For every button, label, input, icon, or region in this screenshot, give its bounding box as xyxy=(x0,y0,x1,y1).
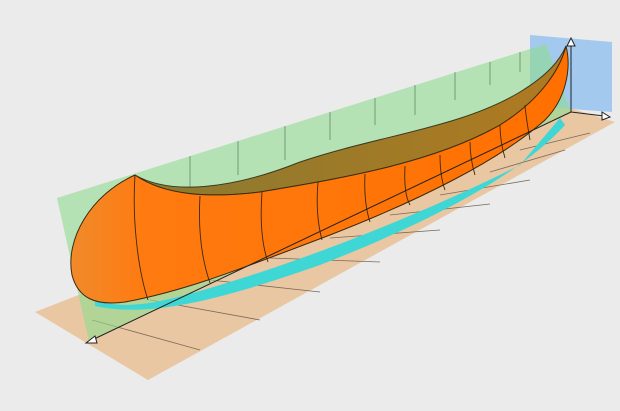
hull xyxy=(70,45,569,304)
axis-arrows xyxy=(84,36,612,344)
centre-plane-lines xyxy=(189,52,521,190)
ground-plane xyxy=(35,106,615,380)
